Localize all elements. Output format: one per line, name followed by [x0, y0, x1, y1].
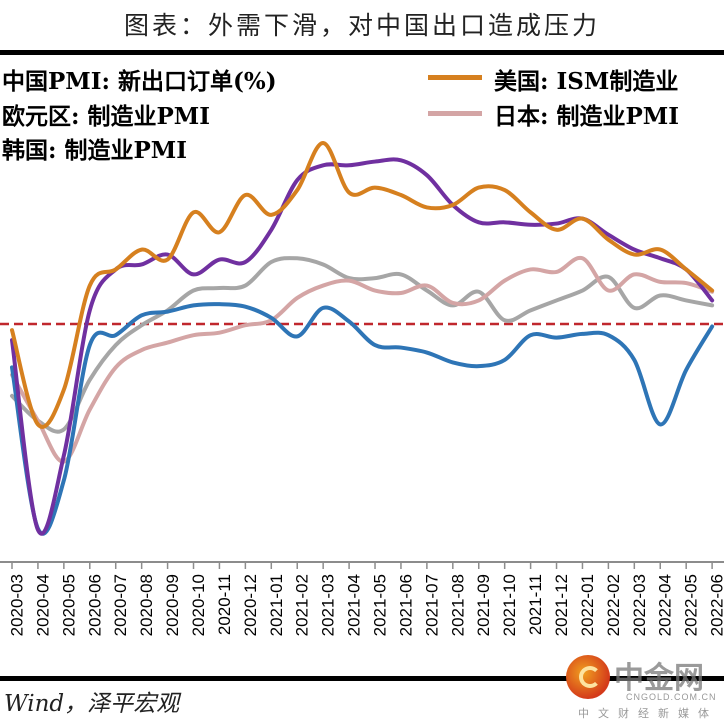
watermark: 中金网 CNGOLD.COM.CN 中文财经新媒体	[566, 655, 724, 721]
legend-eurozone: 欧元区: 制造业PMI	[2, 103, 211, 130]
x-tick-label: 2020-12	[241, 574, 260, 636]
chart-title: 图表：外需下滑，对中国出口造成压力	[123, 11, 600, 40]
series-china-export-orders	[10, 302, 715, 536]
watermark-domain: CNGOLD.COM.CN	[626, 692, 717, 702]
source-note: Wind，泽平宏观	[4, 691, 180, 717]
series-us-ism	[10, 140, 715, 429]
x-tick-label: 2021-02	[293, 574, 312, 636]
x-tick-label: 2022-04	[656, 574, 675, 636]
legend-us: 美国: ISM制造业	[494, 68, 679, 95]
legend-korea: 韩国: 制造业PMI	[2, 137, 188, 164]
x-tick-label: 2022-06	[708, 574, 724, 636]
x-tick-label: 2020-10	[189, 574, 208, 636]
x-tick-label: 2021-11	[526, 574, 545, 635]
x-tick-label: 2022-02	[604, 574, 623, 636]
x-tick-label: 2022-05	[682, 574, 701, 636]
x-tick-label: 2021-06	[396, 574, 415, 636]
series-japan-pmi	[10, 255, 715, 464]
x-tick-label: 2020-03	[7, 574, 26, 636]
x-tick-label: 2021-08	[448, 574, 467, 636]
watermark-tagline: 中文财经新媒体	[578, 707, 718, 720]
x-tick-label: 2021-09	[474, 574, 493, 636]
series-layer	[10, 140, 715, 536]
watermark-name: 中金网	[614, 661, 704, 696]
x-tick-label: 2020-07	[111, 574, 130, 636]
x-tick-label: 2022-01	[578, 574, 597, 636]
x-tick-label: 2020-11	[215, 574, 234, 635]
x-tick-label: 2021-07	[422, 574, 441, 636]
x-axis: 2020-03 2020-04 2020-05 2020-06 2020-07 2020-…	[0, 561, 724, 636]
x-tick-label: 2021-01	[267, 574, 286, 636]
x-tick-label: 2022-03	[630, 574, 649, 636]
legend-china: 中国PMI: 新出口订单(%)	[2, 68, 277, 95]
legend-swatch-us	[428, 75, 482, 80]
x-tick-label: 2021-04	[345, 574, 364, 636]
bottom-divider	[0, 676, 724, 681]
legend-swatch-japan	[428, 111, 482, 116]
x-tick-label: 2021-12	[552, 574, 571, 636]
x-tick-label: 2020-04	[33, 574, 52, 636]
top-divider	[0, 50, 724, 55]
series-korea-pmi	[10, 256, 715, 434]
x-tick-label: 2020-09	[163, 574, 182, 636]
x-tick-label: 2020-05	[59, 574, 78, 636]
legend-japan: 日本: 制造业PMI	[494, 103, 680, 130]
cngold-logo-icon	[566, 655, 610, 699]
x-tick-label: 2021-05	[371, 574, 390, 636]
x-tick-label: 2020-06	[85, 574, 104, 636]
x-tick-label: 2021-03	[319, 574, 338, 636]
x-tick-label: 2020-08	[137, 574, 156, 636]
x-tick-label: 2021-10	[500, 574, 519, 636]
